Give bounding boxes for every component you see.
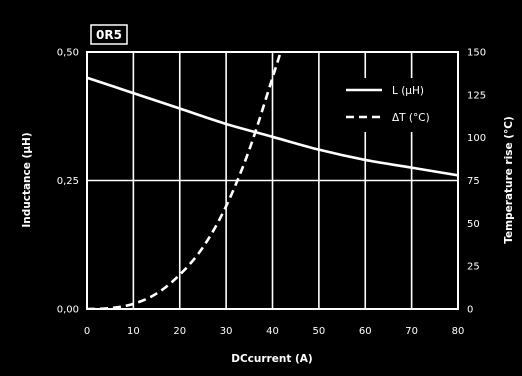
- chart-tag: 0R5: [90, 24, 128, 45]
- legend-background: [340, 78, 456, 132]
- x-tick-label: 60: [359, 326, 372, 337]
- chart-title: 0R5: [96, 28, 122, 42]
- y-right-tick-label: 125: [467, 90, 486, 101]
- x-tick-label: 20: [173, 326, 186, 337]
- legend: L (µH) ΔT (°C): [340, 78, 456, 132]
- y-right-tick-label: 0: [467, 305, 473, 316]
- x-axis-title: DCcurrent (A): [231, 353, 312, 365]
- x-tick-label: 40: [266, 326, 279, 337]
- x-tick-label: 80: [452, 326, 465, 337]
- y-right-tick-label: 150: [467, 48, 486, 59]
- x-tick-label: 0: [84, 326, 90, 337]
- x-tick-labels: 0 10 20 30 40 50 60 70 80: [84, 326, 465, 337]
- legend-label-temperature: ΔT (°C): [392, 112, 430, 124]
- y-left-axis-title: Inductance (µH): [21, 132, 33, 227]
- chart-tag-box: [90, 24, 128, 45]
- y-left-tick-label: 0,00: [57, 305, 79, 316]
- x-tick-label: 30: [220, 326, 233, 337]
- x-tick-label: 50: [313, 326, 326, 337]
- x-tick-label: 10: [127, 326, 140, 337]
- series-line-temperature-rise: [87, 52, 283, 309]
- y-right-tick-label: 75: [467, 176, 480, 187]
- y-left-tick-label: 0,25: [57, 176, 79, 187]
- y-left-tick-labels: 0,00 0,25 0,50: [57, 48, 79, 316]
- y-right-tick-label: 50: [467, 219, 480, 230]
- y-right-tick-label: 25: [467, 262, 480, 273]
- series-layer: [87, 52, 458, 309]
- y-right-tick-label: 100: [467, 133, 486, 144]
- y-right-axis-title: Temperature rise (°C): [503, 116, 515, 244]
- series-line-inductance: [87, 76, 458, 177]
- plot-frame: [86, 51, 459, 310]
- y-left-tick-label: 0,50: [57, 48, 79, 59]
- x-tick-label: 70: [405, 326, 418, 337]
- y-right-tick-labels: 0 25 50 75 100 125 150: [467, 48, 486, 316]
- legend-label-inductance: L (µH): [392, 85, 424, 97]
